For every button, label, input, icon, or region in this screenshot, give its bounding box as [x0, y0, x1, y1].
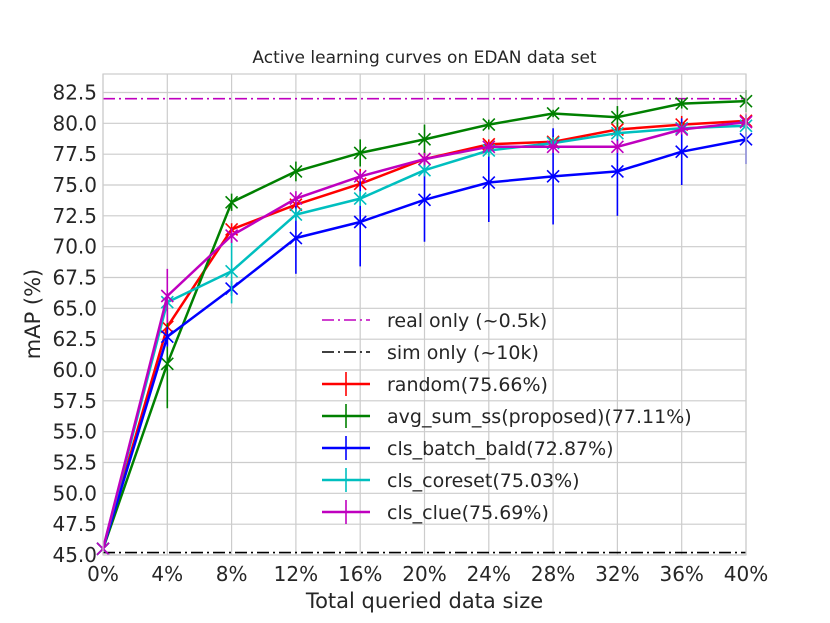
- legend-entry: avg_sum_ss(proposed)(77.11%): [322, 404, 692, 428]
- y-tick-label: 50.0: [52, 481, 97, 505]
- reference-lines: [103, 97, 746, 554]
- legend-label: cls_coreset(75.03%): [387, 470, 580, 492]
- data-point: [417, 163, 432, 177]
- data-point: [482, 118, 496, 132]
- legend-label: cls_batch_bald(72.87%): [387, 438, 614, 460]
- data-point: [675, 122, 689, 137]
- data-point: [417, 152, 432, 166]
- data-point: [160, 357, 174, 371]
- data-point: [225, 264, 239, 278]
- data-point: [610, 164, 624, 178]
- y-tick-label: 77.5: [52, 142, 97, 166]
- y-tick-label: 57.5: [52, 389, 97, 413]
- series-cls_coreset: [96, 119, 753, 556]
- x-tick-label: 32%: [595, 562, 639, 586]
- y-tick-label: 52.5: [52, 451, 97, 475]
- data-point: [353, 192, 367, 206]
- data-point: [225, 229, 239, 243]
- data-point: [160, 330, 174, 344]
- data-point: [482, 175, 496, 190]
- data-point: [675, 97, 689, 111]
- legend-entry: random(75.66%): [322, 372, 548, 396]
- legend-entry: cls_coreset(75.03%): [322, 468, 580, 492]
- x-tick-label: 8%: [216, 562, 248, 586]
- data-point: [675, 145, 689, 159]
- legend-label: cls_clue(75.69%): [387, 502, 549, 524]
- data-point: [482, 140, 496, 154]
- y-tick-label: 72.5: [52, 204, 97, 228]
- y-tick-label: 80.0: [52, 111, 97, 135]
- legend-label: random(75.66%): [387, 374, 548, 396]
- data-point: [417, 193, 432, 207]
- data-point: [546, 106, 560, 121]
- x-tick-label: 20%: [402, 562, 446, 586]
- x-tick-label: 36%: [659, 562, 703, 586]
- legend-label: sim only (~10k): [387, 342, 539, 364]
- data-point: [546, 140, 560, 154]
- x-tick-label: 4%: [151, 562, 183, 586]
- data-point: [289, 164, 303, 178]
- data-point: [417, 132, 432, 146]
- chart-title: Active learning curves on EDAN data set: [252, 48, 597, 68]
- legend-label: real only (~0.5k): [387, 310, 547, 332]
- data-point: [610, 110, 624, 124]
- y-tick-label: 55.0: [52, 420, 97, 444]
- x-tick-label: 24%: [467, 562, 511, 586]
- legend: real only (~0.5k) sim only (~10k) random(7…: [322, 310, 692, 524]
- x-axis-label: Total queried data size: [305, 589, 543, 613]
- x-tick-label: 0%: [87, 562, 119, 586]
- legend-entry: sim only (~10k): [322, 342, 539, 364]
- y-tick-label: 75.0: [52, 173, 97, 197]
- x-tick-label: 16%: [338, 562, 382, 586]
- data-point: [289, 192, 303, 206]
- data-point: [353, 169, 367, 183]
- data-point: [610, 126, 624, 140]
- data-point: [353, 146, 367, 160]
- legend-entry: cls_clue(75.69%): [322, 500, 549, 524]
- series-group: [96, 90, 753, 556]
- y-tick-label: 62.5: [52, 327, 97, 351]
- y-tick-label: 45.0: [52, 543, 97, 567]
- data-point: [289, 231, 303, 245]
- y-tick-labels: 45.0 47.5 50.0 52.5 55.0 57.5 60.0 62.5 65.0 67.5…: [52, 81, 97, 568]
- x-tick-labels: 0% 4% 8% 12% 16% 20% 24% 28% 32% 36% 40%: [87, 562, 768, 586]
- y-tick-label: 47.5: [52, 512, 97, 536]
- y-tick-label: 82.5: [52, 81, 97, 105]
- data-point: [610, 140, 624, 154]
- data-point: [160, 289, 174, 303]
- data-point: [353, 215, 367, 229]
- x-tick-label: 40%: [724, 562, 768, 586]
- y-tick-label: 70.0: [52, 235, 97, 259]
- data-point: [289, 208, 303, 222]
- data-point: [546, 169, 560, 183]
- y-tick-label: 60.0: [52, 358, 97, 382]
- y-tick-label: 65.0: [52, 296, 97, 320]
- plot-frame: [102, 73, 747, 556]
- data-point: [225, 195, 239, 209]
- x-tick-label: 28%: [531, 562, 575, 586]
- x-tick-label: 12%: [274, 562, 318, 586]
- y-tick-label: 67.5: [52, 266, 97, 290]
- legend-label: avg_sum_ss(proposed)(77.11%): [387, 406, 692, 428]
- legend-entry: real only (~0.5k): [322, 310, 547, 332]
- series-cls_clue: [96, 115, 753, 556]
- y-axis-label: mAP (%): [21, 269, 45, 360]
- legend-entry: cls_batch_bald(72.87%): [322, 436, 614, 460]
